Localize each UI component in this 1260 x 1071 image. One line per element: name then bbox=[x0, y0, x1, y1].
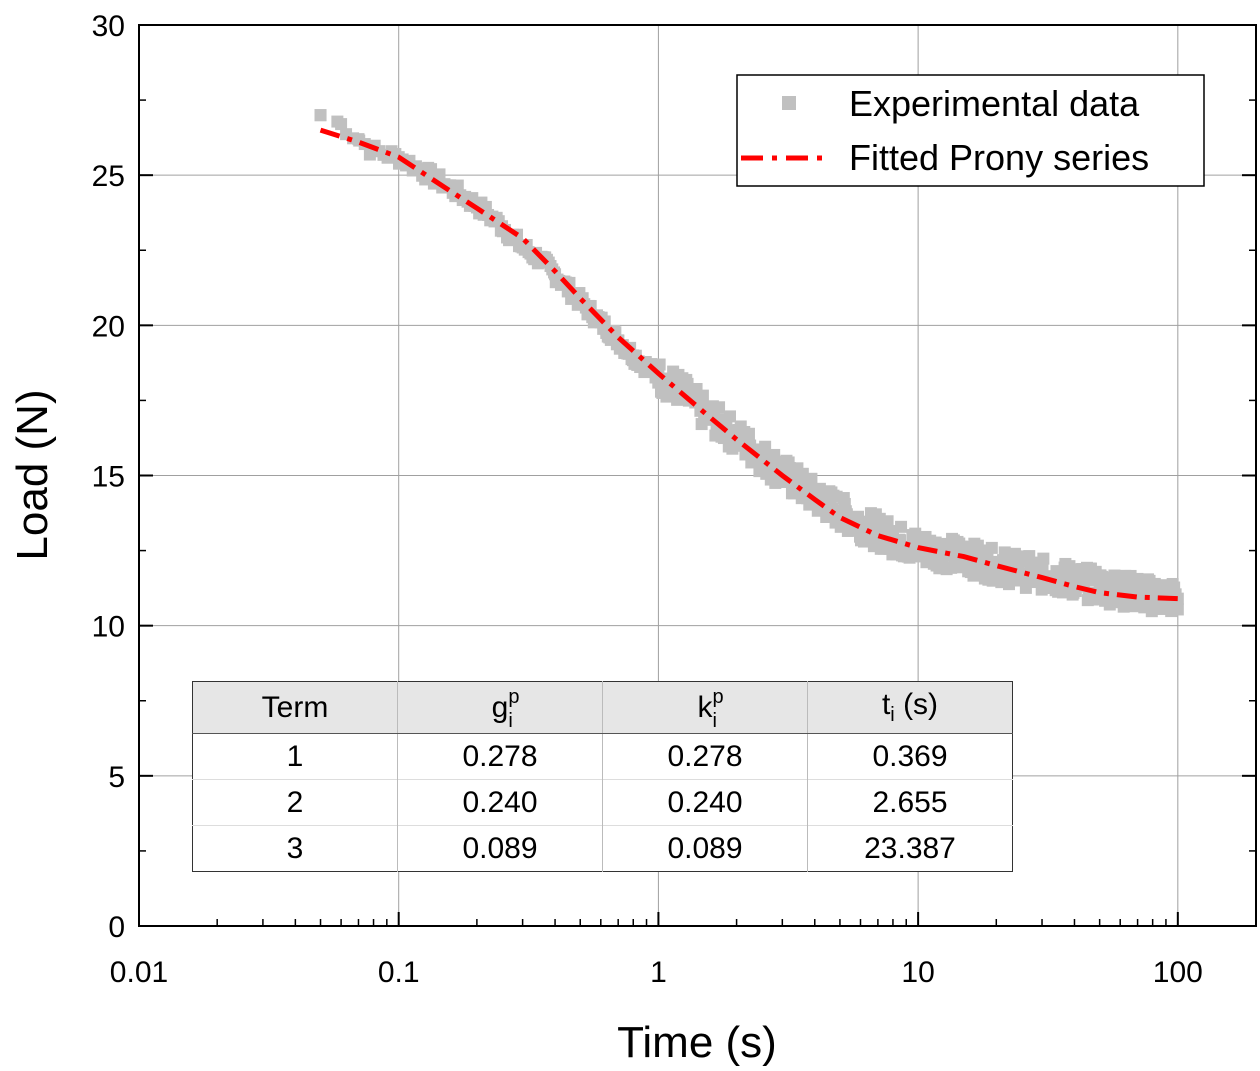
y-tick-labels: 0 5 10 15 20 25 30 bbox=[92, 10, 125, 944]
legend-marker-experimental bbox=[782, 96, 796, 110]
experimental-point bbox=[713, 401, 726, 414]
experimental-point bbox=[1023, 550, 1036, 563]
fitted-prony-series bbox=[319, 127, 1178, 602]
cell-term: 2 bbox=[192, 779, 398, 826]
y-tick-label: 15 bbox=[92, 461, 125, 494]
experimental-point bbox=[331, 115, 344, 128]
experimental-point bbox=[805, 472, 818, 485]
y-tick-label: 5 bbox=[108, 761, 125, 794]
experimental-point bbox=[759, 440, 772, 453]
legend-label-fitted: Fitted Prony series bbox=[849, 137, 1149, 178]
legend-box bbox=[736, 74, 1205, 187]
x-tick-label: 100 bbox=[1153, 956, 1203, 989]
x-tick-label: 10 bbox=[901, 956, 934, 989]
cell-term: 3 bbox=[192, 825, 398, 872]
y-tick-label: 25 bbox=[92, 160, 125, 193]
experimental-point bbox=[451, 179, 464, 192]
cell-t: 2.655 bbox=[807, 779, 1013, 826]
y-tick-label: 10 bbox=[92, 611, 125, 644]
experimental-point bbox=[881, 515, 894, 528]
cell-t: 0.369 bbox=[872, 739, 948, 773]
experimental-point bbox=[433, 168, 446, 181]
experimental-point bbox=[985, 541, 998, 554]
x-axis-label: Time (s) bbox=[617, 1018, 777, 1067]
x-tick-label: 0.01 bbox=[110, 956, 168, 989]
experimental-point bbox=[314, 109, 327, 122]
cell-g: 0.089 bbox=[397, 825, 603, 872]
experimental-point bbox=[696, 389, 709, 402]
experimental-point bbox=[821, 509, 834, 522]
y-tick-label: 30 bbox=[92, 10, 125, 43]
x-tick-label: 0.1 bbox=[378, 956, 420, 989]
experimental-point bbox=[895, 520, 908, 533]
table-row: 1 0.278 0.278 0.369 bbox=[192, 733, 1013, 780]
experimental-point bbox=[1171, 603, 1184, 616]
y-tick-label: 0 bbox=[108, 911, 125, 944]
experimental-point bbox=[660, 390, 673, 403]
table-row: 2 0.240 0.240 2.655 bbox=[192, 779, 1013, 826]
cell-term: 1 bbox=[192, 733, 398, 780]
experimental-point bbox=[742, 427, 755, 440]
cell-t: 23.387 bbox=[807, 825, 1013, 872]
table-row: 3 0.089 0.089 23.387 bbox=[192, 825, 1013, 872]
y-tick-label: 20 bbox=[92, 310, 125, 343]
axis-ticks bbox=[138, 24, 1257, 927]
experimental-point bbox=[1037, 552, 1050, 565]
cell-k: 0.278 bbox=[602, 733, 808, 780]
y-axis-label: Load (N) bbox=[8, 389, 57, 560]
experimental-point bbox=[653, 358, 666, 371]
cell-k: 0.089 bbox=[602, 825, 808, 872]
x-tick-label: 1 bbox=[650, 956, 667, 989]
header-term: Term bbox=[192, 681, 398, 734]
experimental-point bbox=[723, 410, 736, 423]
fitted-prony-line bbox=[319, 127, 1178, 602]
legend: Experimental data Fitted Prony series bbox=[736, 74, 1205, 187]
legend-label-experimental: Experimental data bbox=[849, 83, 1140, 124]
cell-g: 0.240 bbox=[397, 779, 603, 826]
header-t: ti (s) bbox=[807, 681, 1013, 734]
cell-k: 0.240 bbox=[602, 779, 808, 826]
x-tick-labels: 0.01 0.1 1 10 100 bbox=[110, 956, 1203, 989]
cell-g: 0.278 bbox=[397, 733, 603, 780]
